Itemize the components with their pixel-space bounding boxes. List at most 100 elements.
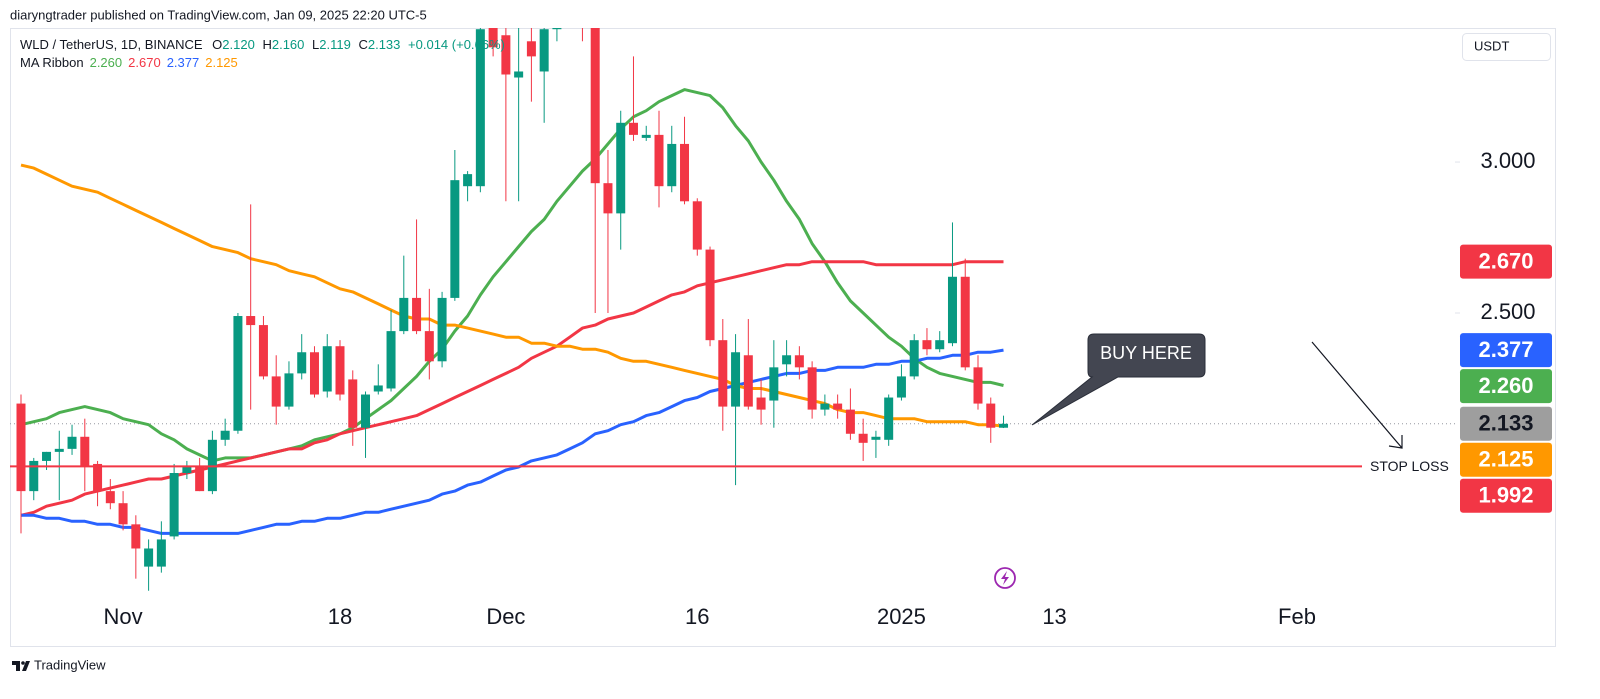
candle-body [947,276,957,344]
candle-body [526,41,536,57]
price-tag [1460,442,1552,477]
candle-body [399,297,409,332]
logo-dot [21,661,25,665]
candle-body [29,460,39,492]
candle-body [488,28,498,48]
alert-icon [994,567,1016,589]
candle-body [820,403,830,410]
candle-body [743,355,753,407]
stop-loss-label: STOP LOSS [1370,458,1449,474]
candle-body [144,548,154,567]
callout-text: BUY HERE [1100,343,1192,363]
price-tag [1460,406,1552,441]
candle-body [680,143,690,202]
byline: diaryngtrader published on TradingView.c… [10,7,427,22]
x-tick-label: Feb [1278,604,1316,629]
candle-body [552,28,562,30]
ma-value: 2.670 [128,55,161,70]
price-tag-label: 2.377 [1478,337,1533,362]
candle-body [858,433,868,443]
price-tag [1460,244,1552,279]
ma-line [20,88,1004,463]
price-tag-label: 2.260 [1478,373,1533,398]
candle-body [922,340,932,350]
ma-line [20,163,1004,428]
ma-legend: MA Ribbon 2.260 2.670 2.377 2.125 [20,55,238,70]
callout-bubble [1031,333,1206,426]
logo-mark [12,661,30,671]
quote-value: 2.120 [222,37,255,52]
candle-body [769,367,779,401]
candle-body [514,71,524,78]
ma-value: 2.125 [205,55,238,70]
candle-body [322,346,332,392]
footer-brand: TradingView [34,657,106,672]
price-tag-label: 2.125 [1478,447,1533,472]
candle-body [297,352,307,374]
alert-bolt [1001,571,1009,585]
x-tick-label: 16 [685,604,709,629]
candle-body [999,423,1009,428]
candle-body [884,397,894,440]
candle-body [361,394,371,428]
quote-value: 2.133 [368,37,401,52]
candle-body [373,385,383,392]
candle-body [80,436,90,467]
price-tag [1460,369,1552,404]
candle-body [501,35,511,75]
candle-body [93,463,103,492]
candle-body [603,183,613,214]
candle-body [833,403,843,410]
candle-body [871,436,881,440]
currency-button[interactable] [1462,33,1551,61]
alert-circle [994,567,1016,589]
candle-body [960,276,970,368]
candle-body [756,397,766,410]
candle-body [131,524,141,549]
candle-body [616,122,626,214]
arrow [1311,341,1403,449]
candle-body [156,539,166,567]
candle-body [118,503,128,525]
candle-body [54,448,64,452]
price-tag [1460,478,1552,513]
candle-body [641,134,651,138]
candle-body [271,376,281,407]
candle-body [539,29,549,72]
y-tick-label: 3.000 [1480,148,1535,173]
candle-body [16,403,26,492]
candle-body [386,331,396,389]
quote-value: 2.160 [272,37,305,52]
candle-body [42,451,52,461]
price-tag [1460,333,1552,368]
plot-area [10,28,1455,591]
candle-body [220,430,230,440]
price-tag-label: 1.992 [1478,483,1533,508]
ma-label: MA Ribbon [20,55,84,70]
candle-body [654,134,664,187]
candle-body [67,436,77,449]
candle-body [705,249,715,341]
candle-body [182,466,192,474]
x-tick-label: Nov [104,604,143,629]
candle-body [348,379,358,428]
ma-value: 2.260 [90,55,123,70]
candle-body [807,367,817,410]
x-tick-label: Dec [486,604,525,629]
candle-body [246,316,256,326]
candle-body [718,340,728,407]
candle-body [309,352,319,395]
candle-body [284,373,294,407]
candle-body [412,297,422,332]
quote-value: 2.119 [319,37,351,52]
candle-body [463,174,473,187]
candle-body [258,325,268,377]
candle-body [731,352,741,407]
quote-key: O [212,37,222,52]
candle-body [590,28,600,184]
price-tag-label: 2.670 [1478,248,1533,273]
candle-body [667,143,677,187]
candle-body [628,122,638,135]
candle-body [475,29,485,187]
candle-body [105,491,115,504]
